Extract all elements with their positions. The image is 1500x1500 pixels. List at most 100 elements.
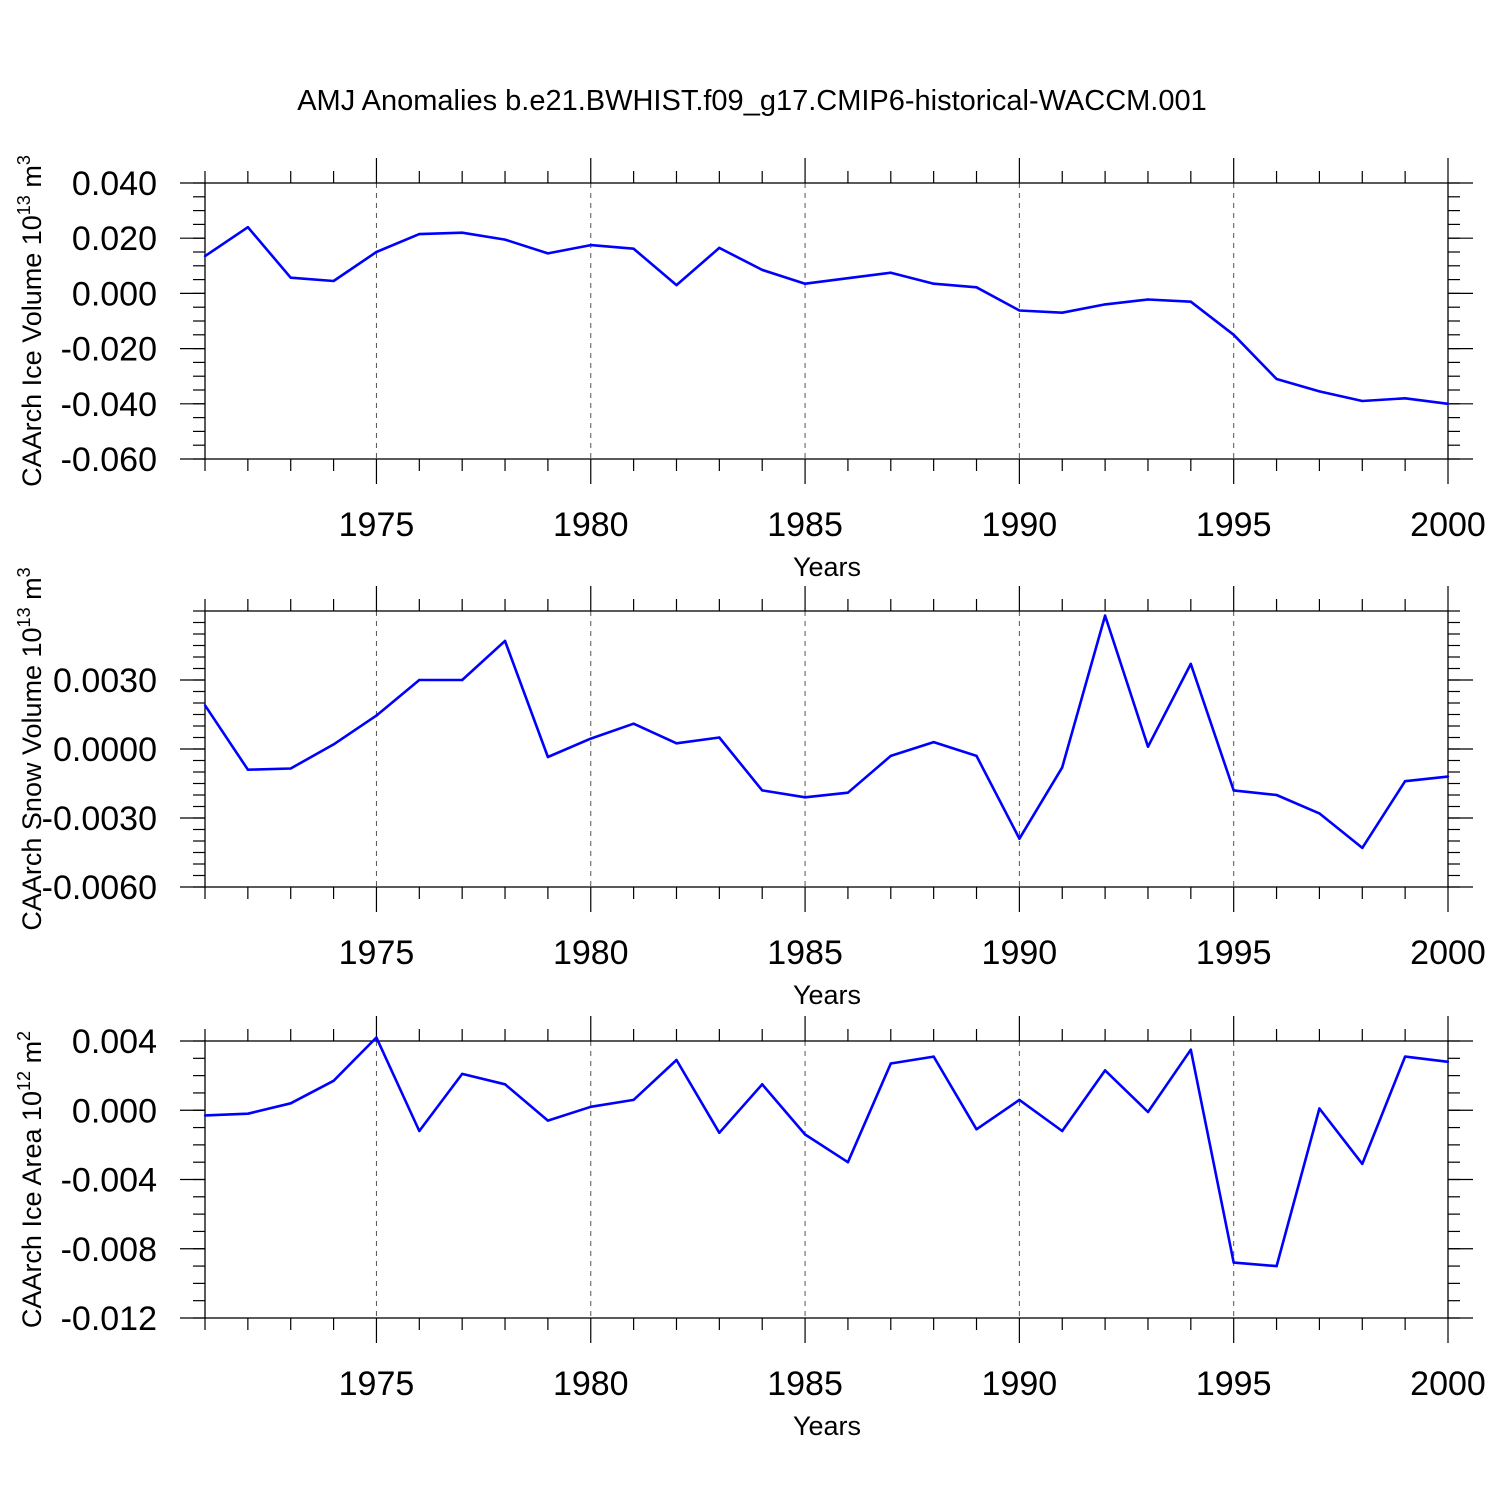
x-tick-label: 1990: [982, 1365, 1058, 1403]
x-tick-label: 1985: [767, 506, 843, 544]
x-tick-label: 2000: [1410, 934, 1486, 972]
data-point: [1189, 300, 1193, 303]
data-point: [718, 736, 721, 739]
y-axis-label: CAArch Snow Volume 1013 m3: [14, 567, 47, 930]
data-point: [546, 252, 550, 255]
x-tick-label: 1975: [339, 506, 415, 544]
panel-3: 0.004 0.000 -0.004 -0.008 -0.012 1975 1980 1985…: [14, 1016, 1486, 1441]
data-point: [675, 1058, 678, 1062]
y-tick-label: -0.060: [61, 441, 157, 479]
data-point: [932, 1055, 935, 1058]
data-point: [332, 279, 335, 283]
data-point: [1018, 309, 1021, 312]
data-point: [803, 282, 807, 285]
y-tick-label: 0.004: [72, 1023, 157, 1061]
data-point: [1275, 793, 1278, 797]
y-tick-label: 0.000: [72, 1092, 157, 1130]
y-tick-label: -0.008: [61, 1231, 157, 1269]
series-line: [204, 1036, 1449, 1268]
data-point: [589, 243, 592, 247]
data-point: [675, 283, 678, 287]
data-point: [889, 271, 892, 274]
data-point: [589, 737, 592, 740]
data-point: [1275, 377, 1278, 381]
data-point: [889, 754, 892, 758]
series-line: [204, 225, 1449, 406]
data-point: [546, 1119, 550, 1122]
y-axis-label: CAArch Ice Volume 1013 m3: [14, 155, 47, 487]
data-point: [289, 276, 292, 279]
data-point: [203, 704, 207, 707]
data-point: [632, 722, 635, 725]
data-point: [1403, 780, 1407, 783]
data-point: [1361, 846, 1364, 850]
y-tick-label: -0.0030: [42, 800, 157, 838]
data-point: [332, 1079, 335, 1083]
data-point: [503, 1083, 507, 1086]
x-tick-label: 1990: [982, 934, 1058, 972]
data-point: [546, 755, 550, 759]
data-point: [846, 277, 850, 280]
data-point: [246, 225, 250, 229]
data-point: [1232, 1261, 1235, 1264]
y-tick-label: -0.004: [61, 1162, 157, 1200]
data-point: [246, 768, 250, 771]
data-point: [1061, 766, 1064, 769]
panel-1: 0.040 0.020 0.000 -0.020 -0.040 -0.060 1975 198…: [14, 155, 1486, 582]
data-point: [632, 247, 635, 250]
x-tick-label: 1995: [1196, 1365, 1272, 1403]
data-point: [1403, 397, 1407, 400]
plot-frame: [204, 1040, 1449, 1319]
data-point: [1189, 662, 1193, 666]
data-point: [418, 232, 421, 236]
x-tick-label: 2000: [1410, 1365, 1486, 1403]
data-point: [803, 796, 807, 799]
data-point: [1361, 399, 1364, 403]
data-point: [1232, 333, 1235, 336]
data-point: [846, 1160, 850, 1164]
y-tick-label: -0.012: [61, 1300, 157, 1338]
x-tick-label: 1995: [1196, 506, 1272, 544]
data-point: [203, 1114, 207, 1117]
data-point: [460, 231, 464, 234]
x-axis-label: Years: [793, 552, 861, 582]
data-point: [1103, 1069, 1107, 1072]
data-point: [1018, 1098, 1021, 1102]
data-point: [1061, 1129, 1064, 1133]
data-point: [1146, 745, 1150, 748]
data-point: [632, 1098, 635, 1102]
y-axis-label: CAArch Ice Area 1012 m2: [14, 1031, 47, 1328]
data-point: [1103, 303, 1107, 306]
chart-title: AMJ Anomalies b.e21.BWHIST.f09_g17.CMIP6…: [297, 85, 1207, 117]
x-tick-label: 1980: [553, 934, 629, 972]
y-tick-label: 0.0000: [53, 731, 157, 769]
data-point: [761, 268, 764, 272]
data-point: [1446, 1060, 1450, 1063]
data-point: [289, 1102, 292, 1105]
data-point: [289, 767, 292, 770]
data-point: [1232, 789, 1235, 792]
data-point: [375, 1036, 378, 1039]
data-point: [889, 1062, 892, 1065]
data-point: [1103, 614, 1107, 617]
data-point: [503, 238, 507, 241]
x-tick-label: 2000: [1410, 506, 1486, 544]
data-point: [975, 754, 978, 758]
y-tick-label: -0.040: [61, 386, 157, 424]
x-tick-label: 1975: [339, 1365, 415, 1403]
data-point: [375, 250, 378, 254]
panel-2: 0.0030 0.0000 -0.0030 -0.0060 1975 1980 1985 19…: [14, 567, 1486, 1010]
data-point: [975, 286, 978, 289]
x-tick-label: 1990: [982, 506, 1058, 544]
plot-frame: [204, 182, 1449, 460]
y-tick-label: 0.000: [72, 275, 157, 313]
data-point: [1361, 1162, 1364, 1166]
x-tick-label: 1985: [767, 1365, 843, 1403]
data-point: [1446, 775, 1450, 778]
data-point: [761, 789, 764, 792]
data-point: [246, 1112, 250, 1115]
data-point: [718, 246, 721, 250]
data-point: [803, 1133, 807, 1136]
data-point: [1018, 837, 1021, 840]
